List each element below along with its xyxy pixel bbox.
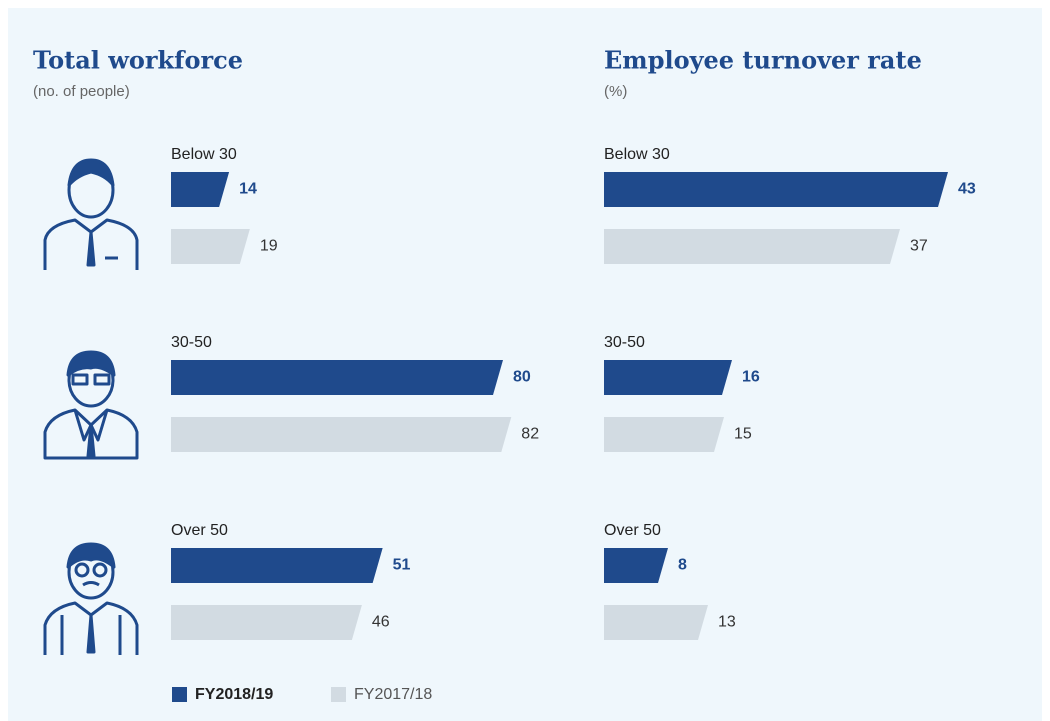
bar	[604, 360, 732, 395]
value-label: 16	[742, 369, 760, 386]
legend-label: FY2017/18	[354, 686, 432, 703]
bar	[171, 229, 250, 264]
value-label: 82	[521, 426, 539, 443]
chart-title: Employee turnover rate	[604, 46, 922, 75]
value-label: 19	[260, 238, 278, 255]
chart-subtitle: (%)	[604, 83, 627, 100]
category-label: 30-50	[604, 334, 645, 351]
value-label: 80	[513, 369, 531, 386]
category-label: Over 50	[171, 522, 228, 539]
chart-title: Total workforce	[33, 46, 243, 75]
legend-swatch	[331, 687, 346, 702]
bar	[604, 548, 668, 583]
legend-label: FY2018/19	[195, 686, 273, 703]
background	[8, 8, 1042, 721]
bar	[171, 605, 362, 640]
bar	[171, 172, 230, 207]
bar	[604, 172, 948, 207]
person-icon	[43, 350, 139, 460]
value-label: 14	[239, 181, 257, 198]
chart-subtitle: (no. of people)	[33, 83, 130, 100]
bar	[171, 417, 512, 452]
value-label: 51	[393, 557, 411, 574]
category-label: 30-50	[171, 334, 212, 351]
category-label: Below 30	[171, 146, 237, 163]
value-label: 13	[718, 614, 736, 631]
legend-swatch	[172, 687, 187, 702]
category-label: Below 30	[604, 146, 670, 163]
bar	[171, 548, 383, 583]
bar	[604, 417, 724, 452]
bar	[604, 229, 900, 264]
person-icon	[43, 542, 139, 655]
value-label: 43	[958, 181, 976, 198]
bar	[604, 605, 708, 640]
bar	[171, 360, 503, 395]
value-label: 8	[678, 557, 687, 574]
value-label: 46	[372, 614, 390, 631]
person-icon	[43, 158, 139, 270]
value-label: 15	[734, 426, 752, 443]
value-label: 37	[910, 238, 928, 255]
category-label: Over 50	[604, 522, 661, 539]
